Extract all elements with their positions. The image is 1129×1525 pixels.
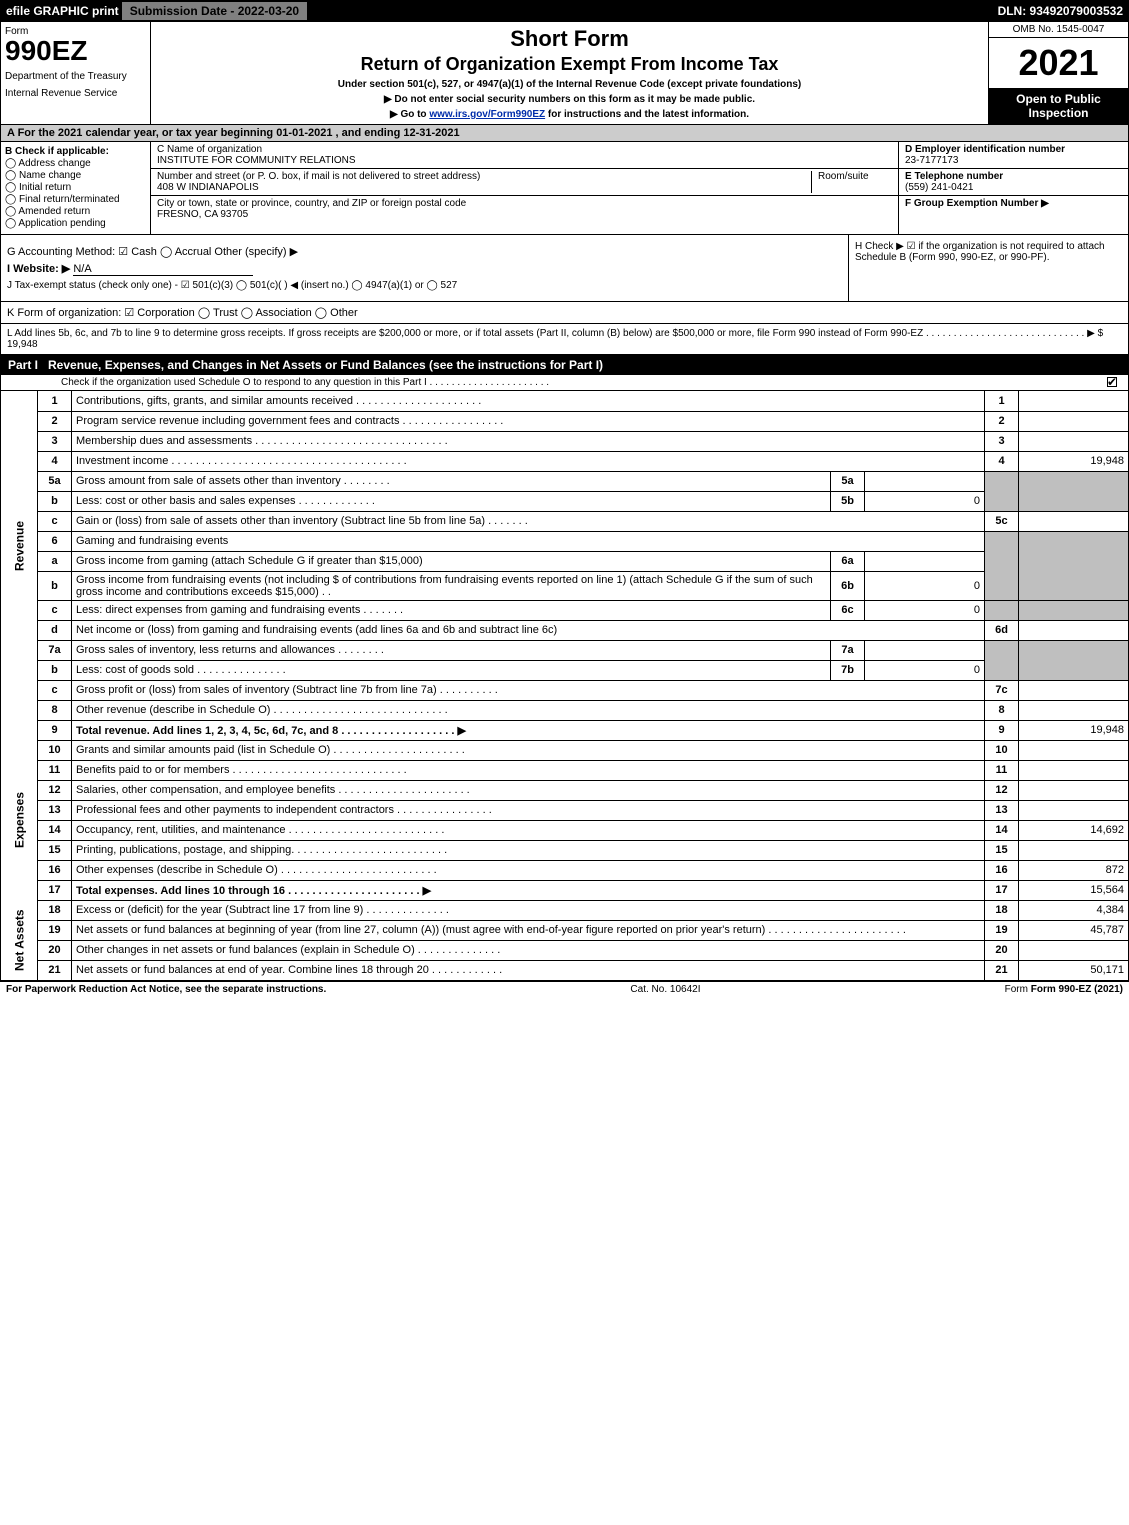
irs-link[interactable]: www.irs.gov/Form990EZ [429,109,545,120]
line-1-rnum: 1 [985,391,1019,411]
expenses-side-label: Expenses [1,740,38,900]
dept-treasury: Department of the Treasury [5,71,146,82]
h-schedule-b: H Check ▶ ☑ if the organization is not r… [848,235,1128,301]
inspect-line2: Inspection [993,106,1124,120]
title-short-form: Short Form [159,26,980,52]
line-9-desc: Total revenue. Add lines 1, 2, 3, 4, 5c,… [72,720,985,740]
subtitle-under-section: Under section 501(c), 527, or 4947(a)(1)… [159,79,980,90]
total-expenses-value: 15,564 [1019,880,1129,900]
footer-formref: Form Form 990-EZ (2021) [1005,984,1123,995]
line-1-desc: Contributions, gifts, grants, and simila… [72,391,985,411]
part-1-sub: Check if the organization used Schedule … [0,375,1129,391]
box-c: C Name of organization INSTITUTE FOR COM… [151,142,898,234]
chk-amended-return[interactable]: ◯ Amended return [5,206,146,217]
d-ein-label: D Employer identification number [905,144,1065,155]
line-1-rval [1019,391,1129,411]
header-right: OMB No. 1545-0047 2021 Open to Public In… [988,22,1128,124]
g-accounting-method: G Accounting Method: ☑ Cash ◯ Accrual Ot… [7,245,842,258]
form-number: 990EZ [5,37,146,65]
c-city-label: City or town, state or province, country… [157,198,892,209]
revenue-side-label: Revenue [1,391,38,700]
title-return: Return of Organization Exempt From Incom… [159,54,980,75]
row-k-form-of-org: K Form of organization: ☑ Corporation ◯ … [0,302,1129,324]
goto-pre: ▶ Go to [390,109,429,120]
chk-name-change[interactable]: ◯ Name change [5,170,146,181]
website-value: N/A [73,263,253,276]
line-19-value: 45,787 [1019,920,1129,940]
box-b: B Check if applicable: ◯ Address change … [1,142,151,234]
schedule-o-checkbox[interactable] [1107,377,1120,388]
dln-label: DLN: 93492079003532 [998,4,1129,18]
form-header: Form 990EZ Department of the Treasury In… [0,22,1129,125]
box-def: D Employer identification number 23-7177… [898,142,1128,234]
org-city: FRESNO, CA 93705 [157,209,892,220]
line-1-num: 1 [38,391,72,411]
chk-application-pending[interactable]: ◯ Application pending [5,218,146,229]
footer-paperwork: For Paperwork Reduction Act Notice, see … [6,984,326,995]
row-l-text: L Add lines 5b, 6c, and 7b to line 9 to … [7,328,1103,339]
top-bar: efile GRAPHIC print Submission Date - 20… [0,0,1129,22]
row-l-gross-receipts: L Add lines 5b, 6c, and 7b to line 9 to … [0,324,1129,355]
phone-value: (559) 241-0421 [905,182,973,193]
inspect-line1: Open to Public [993,92,1124,106]
line-16-value: 872 [1019,860,1129,880]
footer-catno: Cat. No. 10642I [630,984,700,995]
total-revenue-value: 19,948 [1019,720,1129,740]
net-assets-side-label: Net Assets [1,900,38,980]
e-phone-label: E Telephone number [905,171,1003,182]
chk-address-change[interactable]: ◯ Address change [5,158,146,169]
line-21-value: 50,171 [1019,960,1129,980]
org-street: 408 W INDIANAPOLIS [157,182,805,193]
org-name: INSTITUTE FOR COMMUNITY RELATIONS [157,155,892,166]
ein-value: 23-7177173 [905,155,958,166]
section-b-through-f: B Check if applicable: ◯ Address change … [0,142,1129,235]
part-1-sub-text: Check if the organization used Schedule … [61,377,549,388]
line-14-value: 14,692 [1019,820,1129,840]
subtitle-ssn-warning: ▶ Do not enter social security numbers o… [159,94,980,105]
line-4-value: 19,948 [1019,451,1129,471]
box-b-label: B Check if applicable: [5,146,109,157]
chk-final-return[interactable]: ◯ Final return/terminated [5,194,146,205]
submission-date-button[interactable]: Submission Date - 2022-03-20 [121,1,308,21]
j-tax-exempt-status: J Tax-exempt status (check only one) - ☑… [7,280,842,291]
f-group-exemption-label: F Group Exemption Number ▶ [905,198,1049,209]
efile-label: efile GRAPHIC print [0,4,119,18]
subtitle-goto: ▶ Go to www.irs.gov/Form990EZ for instru… [159,109,980,120]
part-1-title: Revenue, Expenses, and Changes in Net As… [48,358,603,372]
chk-initial-return[interactable]: ◯ Initial return [5,182,146,193]
part-1-header: Part I Revenue, Expenses, and Changes in… [0,355,1129,375]
c-room-label: Room/suite [812,171,892,193]
row-a-tax-year: A For the 2021 calendar year, or tax yea… [0,125,1129,142]
part-1-label: Part I [8,358,38,372]
header-middle: Short Form Return of Organization Exempt… [151,22,988,124]
c-name-label: C Name of organization [157,144,892,155]
header-left: Form 990EZ Department of the Treasury In… [1,22,151,124]
i-website: I Website: ▶ N/A [7,262,842,276]
goto-post: for instructions and the latest informat… [545,109,749,120]
part-1-table: Revenue 1 Contributions, gifts, grants, … [0,391,1129,981]
page-footer: For Paperwork Reduction Act Notice, see … [0,981,1129,997]
open-to-public: Open to Public Inspection [989,88,1128,124]
dept-irs: Internal Revenue Service [5,88,146,99]
row-l-value: 19,948 [7,339,38,350]
c-street-label: Number and street (or P. O. box, if mail… [157,171,805,182]
line-18-value: 4,384 [1019,900,1129,920]
tax-year: 2021 [989,38,1128,88]
omb-number: OMB No. 1545-0047 [989,22,1128,38]
section-g-h-i-j: G Accounting Method: ☑ Cash ◯ Accrual Ot… [0,235,1129,302]
